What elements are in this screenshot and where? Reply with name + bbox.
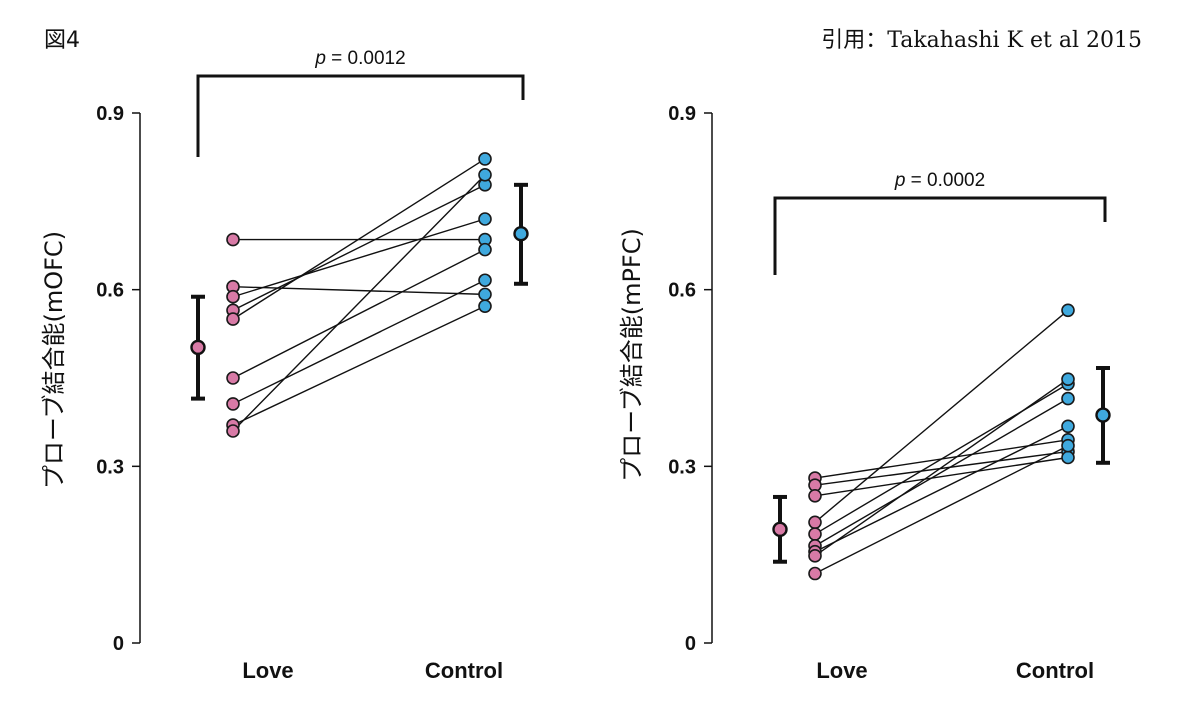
control-point <box>478 299 492 313</box>
x-category-label: Control <box>425 658 503 683</box>
y-tick-label: 0.9 <box>96 103 124 125</box>
control-point <box>478 287 492 302</box>
pair-line <box>814 445 1069 575</box>
love-point <box>808 488 822 503</box>
y-tick-label: 0 <box>113 633 124 655</box>
control-point <box>1061 303 1075 318</box>
p-symbol: p <box>314 48 326 69</box>
pair-line <box>232 305 486 426</box>
x-category-label: Control <box>1016 658 1094 683</box>
pair-line <box>232 218 486 298</box>
y-tick-label: 0.6 <box>96 280 124 302</box>
control-mean-point <box>513 226 529 242</box>
pair-line <box>814 425 1069 553</box>
x-category-label: Love <box>816 658 867 683</box>
y-tick-label: 0.3 <box>96 456 124 478</box>
y-tick-label: 0 <box>685 633 696 655</box>
x-category-label: Love <box>242 658 293 683</box>
pair-line <box>814 456 1069 497</box>
love-point <box>226 397 240 411</box>
control-point <box>478 168 492 182</box>
love-point <box>808 549 822 563</box>
control-point <box>478 242 492 257</box>
panel-mpfc: 0 0.3 0.6 0.9 Love Control プローブ結合能(mPFC) p = 0.… <box>618 103 1111 683</box>
p-value-label: p = 0.0002 <box>894 170 985 191</box>
love-point <box>808 566 822 581</box>
pair-line <box>232 248 486 379</box>
control-point <box>1061 438 1075 453</box>
control-point <box>1061 419 1075 434</box>
love-point <box>226 232 240 247</box>
love-mean-point <box>190 339 206 356</box>
love-point <box>808 527 822 541</box>
pair-line <box>232 286 486 296</box>
y-axis-label: プローブ結合能(mPFC) <box>618 228 646 482</box>
y-tick-label: 0.9 <box>668 103 696 125</box>
p-value: = 0.0012 <box>326 48 406 69</box>
love-mean-point <box>772 521 788 538</box>
pair-line <box>814 450 1069 486</box>
love-point <box>226 289 240 304</box>
pair-line <box>232 184 486 311</box>
pair-line <box>814 378 1069 557</box>
p-symbol: p <box>894 170 906 191</box>
panel-mofc: 0 0.3 0.6 0.9 Love Control プローブ結合能(mOFC) p = 0.… <box>40 48 529 683</box>
control-point <box>1061 372 1075 386</box>
significance-bracket <box>773 196 1107 275</box>
control-point <box>478 212 492 226</box>
control-point <box>478 273 492 288</box>
figure-label: 図4 <box>44 28 80 53</box>
pair-line <box>232 279 486 405</box>
y-tick-label: 0.3 <box>668 456 696 478</box>
control-point <box>478 152 492 166</box>
citation: 引用：Takahashi K et al 2015 <box>821 28 1142 53</box>
pair-line <box>232 174 486 432</box>
control-point <box>1061 391 1075 406</box>
y-tick-label: 0.6 <box>668 280 696 302</box>
control-point <box>1061 450 1075 465</box>
love-point <box>808 515 822 530</box>
love-point <box>226 312 240 326</box>
y-axis-label: プローブ結合能(mOFC) <box>40 231 68 489</box>
pair-line <box>814 309 1069 523</box>
significance-bracket <box>196 74 525 157</box>
pair-line <box>232 158 486 320</box>
p-value-label: p = 0.0012 <box>314 48 405 69</box>
love-point <box>226 371 240 385</box>
control-mean-point <box>1095 407 1111 423</box>
pair-line <box>814 398 1069 547</box>
love-point <box>226 424 240 438</box>
p-value: = 0.0002 <box>905 170 985 191</box>
